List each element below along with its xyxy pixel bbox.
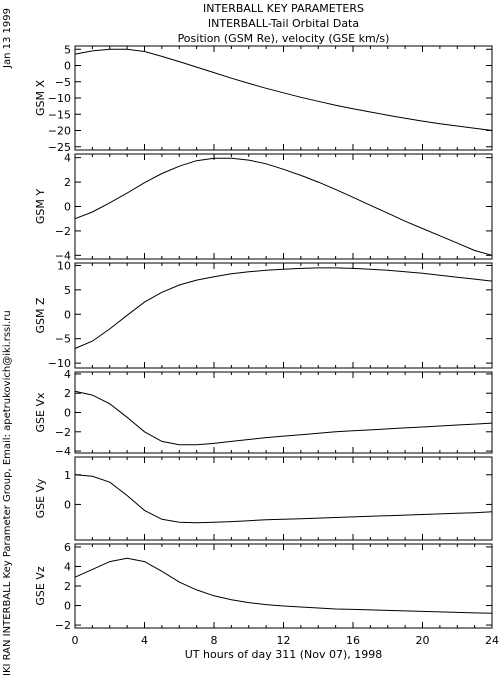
y-tick-label: −2 <box>55 426 71 439</box>
y-axis-label: GSE Vx <box>34 392 47 432</box>
y-tick-label: 1 <box>64 469 71 482</box>
y-tick-label: 0 <box>64 201 71 214</box>
series-line-3 <box>74 267 493 349</box>
y-tick-label: 2 <box>64 580 71 593</box>
y-tick-label: 0 <box>64 600 71 613</box>
y-tick-label: 10 <box>57 259 71 272</box>
y-axis-label: GSE Vy <box>34 478 47 518</box>
y-tick-label: −5 <box>55 333 71 346</box>
x-tick-label: 8 <box>211 634 218 647</box>
series-line-1 <box>74 48 493 131</box>
y-tick-label: −20 <box>48 125 71 138</box>
y-tick-label: 0 <box>64 60 71 73</box>
y-tick-label: −5 <box>55 76 71 89</box>
y-tick-label: −15 <box>48 108 71 121</box>
panel-frame-4 <box>74 371 493 454</box>
panel-frame-5 <box>74 456 493 541</box>
y-tick-label: −25 <box>48 141 71 154</box>
y-tick-label: −10 <box>48 357 71 370</box>
y-tick-label: 0 <box>64 308 71 321</box>
panel-frame-6 <box>74 543 493 629</box>
series-line-2 <box>74 157 493 256</box>
y-axis-label: GSM Z <box>34 297 47 333</box>
panel-frame-1 <box>74 45 493 151</box>
title-line-3: Position (GSM Re), velocity (GSE km/s) <box>177 32 390 45</box>
y-tick-label: 2 <box>64 387 71 400</box>
y-tick-label: 4 <box>64 152 71 165</box>
x-tick-label: 20 <box>416 634 430 647</box>
series-line-6 <box>74 557 493 614</box>
y-tick-label: −2 <box>55 619 71 632</box>
x-tick-label: 16 <box>346 634 360 647</box>
y-tick-label: −4 <box>55 445 71 458</box>
y-axis-label: GSE Vz <box>34 566 47 605</box>
y-tick-label: −4 <box>55 249 71 262</box>
title-line-2: INTERBALL-Tail Orbital Data <box>207 17 360 30</box>
y-tick-label: 4 <box>64 560 71 573</box>
y-tick-label: 0 <box>64 407 71 420</box>
y-tick-label: 6 <box>64 541 71 554</box>
y-tick-label: 4 <box>64 368 71 381</box>
x-tick-label: 4 <box>141 634 148 647</box>
x-tick-label: 12 <box>277 634 291 647</box>
y-tick-label: 5 <box>64 43 71 56</box>
y-axis-label: GSM Y <box>34 189 47 224</box>
x-tick-label: 0 <box>72 634 79 647</box>
panel-frame-3 <box>74 262 493 369</box>
series-line-5 <box>74 474 493 524</box>
y-tick-label: −10 <box>48 92 71 105</box>
y-axis-label: GSM X <box>34 80 47 116</box>
title-line-1: INTERBALL KEY PARAMETERS <box>203 2 364 15</box>
series-line-4 <box>74 390 493 446</box>
y-tick-label: 0 <box>64 498 71 511</box>
x-tick-label: 24 <box>485 634 499 647</box>
y-tick-label: 5 <box>64 284 71 297</box>
x-axis-title: UT hours of day 311 (Nov 07), 1998 <box>184 648 383 661</box>
y-tick-label: −2 <box>55 225 71 238</box>
y-tick-label: 2 <box>64 176 71 189</box>
